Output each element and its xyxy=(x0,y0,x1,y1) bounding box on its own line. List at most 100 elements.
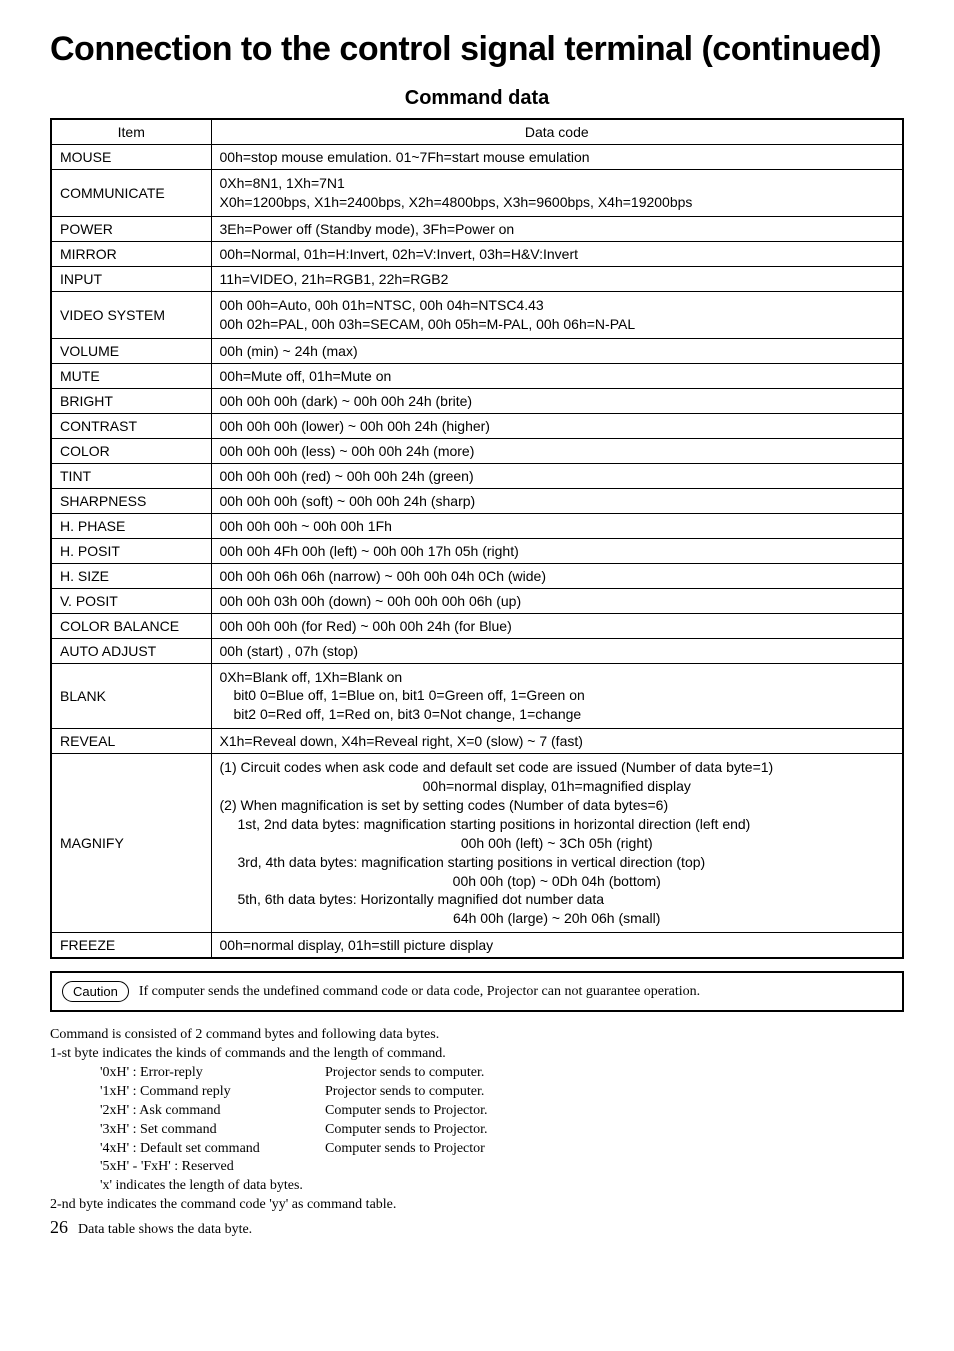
command-data-table: Item Data code MOUSE00h=stop mouse emula… xyxy=(50,118,904,959)
explain-code-left: '5xH' - 'FxH' : Reserved xyxy=(100,1158,325,1177)
table-row: COMMUNICATE0Xh=8N1, 1Xh=7N1X0h=1200bps, … xyxy=(51,170,903,217)
explain-code-left: '2xH' : Ask command xyxy=(100,1102,325,1121)
cell-item: H. SIZE xyxy=(51,563,211,588)
magnify-line: 00h 00h (top) ~ 0Dh 04h (bottom) xyxy=(220,872,895,891)
cell-data: 00h=normal display, 01h=still picture di… xyxy=(211,933,903,959)
cell-item: INPUT xyxy=(51,266,211,291)
magnify-line: 1st, 2nd data bytes: magnification start… xyxy=(220,815,895,834)
cell-data: X1h=Reveal down, X4h=Reveal right, X=0 (… xyxy=(211,729,903,754)
table-row: POWER3Eh=Power off (Standby mode), 3Fh=P… xyxy=(51,216,903,241)
cell-data: 00h 00h 03h 00h (down) ~ 00h 00h 00h 06h… xyxy=(211,588,903,613)
cell-item: MAGNIFY xyxy=(51,754,211,933)
table-row: MOUSE00h=stop mouse emulation. 01~7Fh=st… xyxy=(51,145,903,170)
data-line: 00h 02h=PAL, 00h 03h=SECAM, 00h 05h=M-PA… xyxy=(220,315,895,334)
explain-code-right: Projector sends to computer. xyxy=(325,1064,484,1083)
table-row: INPUT11h=VIDEO, 21h=RGB1, 22h=RGB2 xyxy=(51,266,903,291)
header-datacode: Data code xyxy=(211,119,903,145)
cell-data: 0Xh=8N1, 1Xh=7N1X0h=1200bps, X1h=2400bps… xyxy=(211,170,903,217)
explain-codes: '0xH' : Error-replyProjector sends to co… xyxy=(50,1064,904,1196)
explain-code-row: '1xH' : Command replyProjector sends to … xyxy=(100,1083,904,1102)
data-line: bit2 0=Red off, 1=Red on, bit3 0=Not cha… xyxy=(220,705,895,724)
table-row: VOLUME00h (min) ~ 24h (max) xyxy=(51,338,903,363)
cell-item: POWER xyxy=(51,216,211,241)
table-row: BLANK0Xh=Blank off, 1Xh=Blank onbit0 0=B… xyxy=(51,663,903,729)
table-row: FREEZE00h=normal display, 01h=still pict… xyxy=(51,933,903,959)
main-title: Connection to the control signal termina… xyxy=(50,30,904,69)
section-title: Command data xyxy=(50,87,904,110)
cell-item: REVEAL xyxy=(51,729,211,754)
data-line: 0Xh=Blank off, 1Xh=Blank on xyxy=(220,668,895,687)
cell-item: MOUSE xyxy=(51,145,211,170)
table-row: COLOR00h 00h 00h (less) ~ 00h 00h 24h (m… xyxy=(51,438,903,463)
explain-code-row: '5xH' - 'FxH' : Reserved xyxy=(100,1158,904,1177)
table-row: REVEALX1h=Reveal down, X4h=Reveal right,… xyxy=(51,729,903,754)
cell-item: SHARPNESS xyxy=(51,488,211,513)
cell-data: 00h 00h 00h (for Red) ~ 00h 00h 24h (for… xyxy=(211,613,903,638)
explain-code-left: '4xH' : Default set command xyxy=(100,1140,325,1159)
cell-item: VIDEO SYSTEM xyxy=(51,291,211,338)
table-row: CONTRAST00h 00h 00h (lower) ~ 00h 00h 24… xyxy=(51,413,903,438)
cell-data: 00h 00h 00h (less) ~ 00h 00h 24h (more) xyxy=(211,438,903,463)
table-row: BRIGHT00h 00h 00h (dark) ~ 00h 00h 24h (… xyxy=(51,388,903,413)
explain-code-left: '0xH' : Error-reply xyxy=(100,1064,325,1083)
header-item: Item xyxy=(51,119,211,145)
cell-data: 3Eh=Power off (Standby mode), 3Fh=Power … xyxy=(211,216,903,241)
explain-line3: 2-nd byte indicates the command code 'yy… xyxy=(50,1196,904,1215)
cell-item: AUTO ADJUST xyxy=(51,638,211,663)
cell-item: COMMUNICATE xyxy=(51,170,211,217)
magnify-line: 3rd, 4th data bytes: magnification start… xyxy=(220,853,895,872)
page-number: 26 xyxy=(50,1215,68,1239)
cell-data: 00h (min) ~ 24h (max) xyxy=(211,338,903,363)
cell-item: FREEZE xyxy=(51,933,211,959)
cell-data: 00h 00h 06h 06h (narrow) ~ 00h 00h 04h 0… xyxy=(211,563,903,588)
data-line: 00h 00h=Auto, 00h 01h=NTSC, 00h 04h=NTSC… xyxy=(220,296,895,315)
cell-data: 00h 00h 00h (red) ~ 00h 00h 24h (green) xyxy=(211,463,903,488)
table-row: MAGNIFY (1) Circuit codes when ask code a… xyxy=(51,754,903,933)
table-row: SHARPNESS00h 00h 00h (soft) ~ 00h 00h 24… xyxy=(51,488,903,513)
cell-item: H. POSIT xyxy=(51,538,211,563)
cell-item: BLANK xyxy=(51,663,211,729)
table-row: AUTO ADJUST00h (start) , 07h (stop) xyxy=(51,638,903,663)
magnify-line: 64h 00h (large) ~ 20h 06h (small) xyxy=(220,909,895,928)
table-row: H. POSIT00h 00h 4Fh 00h (left) ~ 00h 00h… xyxy=(51,538,903,563)
cell-data: (1) Circuit codes when ask code and defa… xyxy=(211,754,903,933)
cell-item: V. POSIT xyxy=(51,588,211,613)
data-line: 0Xh=8N1, 1Xh=7N1 xyxy=(220,174,895,193)
cell-item: COLOR BALANCE xyxy=(51,613,211,638)
cell-data: 00h (start) , 07h (stop) xyxy=(211,638,903,663)
cell-data: 00h 00h 4Fh 00h (left) ~ 00h 00h 17h 05h… xyxy=(211,538,903,563)
table-row: TINT00h 00h 00h (red) ~ 00h 00h 24h (gre… xyxy=(51,463,903,488)
cell-item: TINT xyxy=(51,463,211,488)
explain-code-right: Computer sends to Projector xyxy=(325,1140,485,1159)
cell-data: 00h=Normal, 01h=H:Invert, 02h=V:Invert, … xyxy=(211,241,903,266)
magnify-line: 00h 00h (left) ~ 3Ch 05h (right) xyxy=(220,834,895,853)
table-row: H. PHASE00h 00h 00h ~ 00h 00h 1Fh xyxy=(51,513,903,538)
table-row: VIDEO SYSTEM 00h 00h=Auto, 00h 01h=NTSC, … xyxy=(51,291,903,338)
explain-code-row: '2xH' : Ask commandComputer sends to Pro… xyxy=(100,1102,904,1121)
explain-code-left: '3xH' : Set command xyxy=(100,1121,325,1140)
table-row: MUTE00h=Mute off, 01h=Mute on xyxy=(51,363,903,388)
caution-text: If computer sends the undefined command … xyxy=(139,984,700,1000)
explain-line4: Data table shows the data byte. xyxy=(78,1221,252,1240)
data-line: X0h=1200bps, X1h=2400bps, X2h=4800bps, X… xyxy=(220,193,895,212)
explain-block: Command is consisted of 2 command bytes … xyxy=(50,1026,904,1239)
table-row: H. SIZE00h 00h 06h 06h (narrow) ~ 00h 00… xyxy=(51,563,903,588)
cell-data: 0Xh=Blank off, 1Xh=Blank onbit0 0=Blue o… xyxy=(211,663,903,729)
explain-code-row: '3xH' : Set commandComputer sends to Pro… xyxy=(100,1121,904,1140)
cell-item: H. PHASE xyxy=(51,513,211,538)
explain-code-row: '0xH' : Error-replyProjector sends to co… xyxy=(100,1064,904,1083)
caution-label: Caution xyxy=(62,981,129,1002)
cell-item: CONTRAST xyxy=(51,413,211,438)
explain-line1: Command is consisted of 2 command bytes … xyxy=(50,1026,904,1045)
cell-data: 00h 00h 00h (soft) ~ 00h 00h 24h (sharp) xyxy=(211,488,903,513)
explain-code-right: Computer sends to Projector. xyxy=(325,1102,488,1121)
magnify-line: (2) When magnification is set by setting… xyxy=(220,796,895,815)
cell-item: MUTE xyxy=(51,363,211,388)
explain-code-left: '1xH' : Command reply xyxy=(100,1083,325,1102)
explain-code-right: Computer sends to Projector. xyxy=(325,1121,488,1140)
explain-line2: 1-st byte indicates the kinds of command… xyxy=(50,1045,904,1064)
magnify-line: (1) Circuit codes when ask code and defa… xyxy=(220,758,895,777)
cell-item: MIRROR xyxy=(51,241,211,266)
table-body: MOUSE00h=stop mouse emulation. 01~7Fh=st… xyxy=(51,145,903,959)
cell-item: COLOR xyxy=(51,438,211,463)
